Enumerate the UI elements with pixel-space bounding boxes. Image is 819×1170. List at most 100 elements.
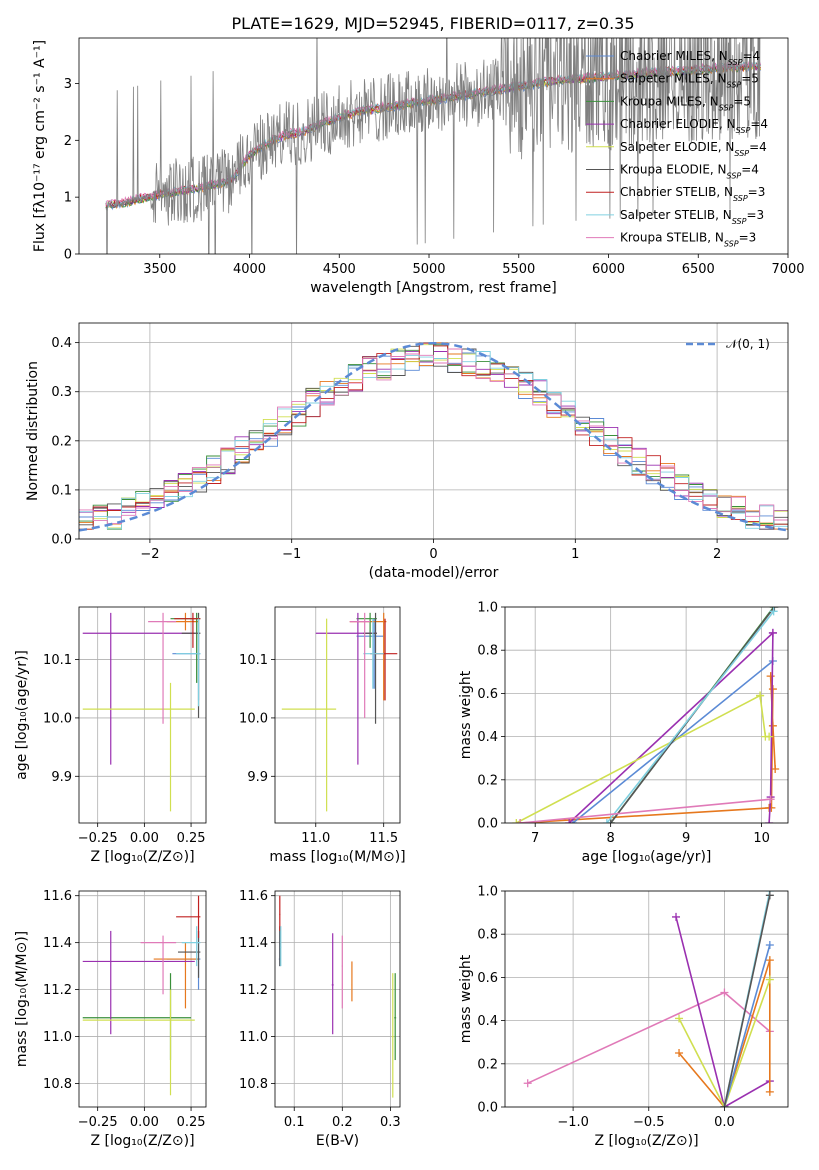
mass-weight-marker: [516, 819, 525, 823]
y-tick-label: 1.0: [477, 601, 498, 616]
legend-entry: Salpeter MILES, NSSP=5: [620, 72, 759, 90]
legend-text-part: =4: [741, 163, 759, 177]
y-tick-label: 11.2: [43, 983, 72, 998]
legend-text-part: Salpeter STELIB, N: [620, 208, 732, 222]
legend-entry: Chabrier MILES, NSSP=4: [620, 49, 760, 67]
mass-weight-marker: [770, 607, 779, 611]
mass-weight-marker: [606, 819, 615, 823]
x-tick-label: 0.25: [177, 831, 206, 846]
axes-frame: [78, 322, 789, 540]
x-tick-label: 0.3: [380, 1115, 401, 1130]
mass-weight-line: [568, 632, 774, 823]
y-tick-label: 9.9: [51, 770, 72, 785]
y-tick-label: 10.0: [239, 711, 268, 726]
mass-weight-marker: [602, 819, 611, 823]
x-tick-label: −0.5: [633, 1115, 665, 1130]
y-axis-label: mass weight: [458, 954, 474, 1043]
mass-weight-marker: [766, 795, 775, 804]
legend-entry: Salpeter STELIB, NSSP=3: [620, 208, 764, 226]
plot-area: [105, 38, 762, 254]
axes-frame: [78, 890, 207, 1108]
plot-area: [512, 607, 780, 823]
y-tick-label: 0.0: [477, 817, 498, 832]
legend-text-part: =3: [746, 208, 764, 222]
x-tick-label: 0.2: [332, 1115, 353, 1130]
legend-entry: Salpeter ELODIE, NSSP=4: [620, 140, 767, 158]
legend-text-part: =3: [748, 185, 766, 199]
x-tick-label: 2: [713, 547, 721, 562]
y-tick-label: 0.1: [51, 483, 72, 498]
panel-age-vs-mass: 11.0 11.5 9.9 10.0 10.1 mass [log₁₀(M/M⊙)]: [239, 606, 406, 865]
chart-title: PLATE=1629, MJD=52945, FIBERID=0117, z=0…: [231, 14, 634, 33]
mass-weight-marker: [765, 1087, 774, 1096]
x-tick-label: 5500: [502, 262, 535, 277]
legend-subscript: SSP: [734, 148, 749, 157]
panel-age-vs-Z: −0.25 0.00 0.25 9.9 10.0 10.1 Z [log₁₀(Z/Z⊙)] a…: [14, 606, 207, 865]
legend-entry: Chabrier STELIB, NSSP=3: [620, 185, 765, 203]
legend-subscript: SSP: [733, 194, 748, 203]
y-tick-label: 0.4: [477, 1014, 498, 1029]
legend-text-part: Chabrier MILES, N: [620, 49, 728, 63]
legend-subscript: SSP: [719, 103, 734, 112]
axes-frame: [274, 890, 401, 1108]
legend-subscript: SSP: [727, 171, 742, 180]
mass-weight-line: [678, 959, 771, 1107]
mass-weight-line: [520, 807, 770, 823]
y-tick-label: 0.2: [477, 773, 498, 788]
y-axis-label: Normed distribution: [25, 361, 41, 501]
x-tick-label: 1: [571, 547, 579, 562]
y-tick-label: 0.0: [477, 1101, 498, 1116]
normal-curve: [79, 341, 788, 532]
y-tick-label: 9.9: [247, 770, 268, 785]
mass-weight-marker: [672, 912, 681, 921]
mass-weight-marker: [765, 819, 774, 823]
x-tick-label: 0.00: [130, 1115, 159, 1130]
mass-weight-marker: [675, 1014, 684, 1023]
mass-weight-line: [678, 979, 771, 1107]
mass-weight-marker: [768, 721, 777, 730]
panel-mass-vs-EBV: 0.1 0.2 0.3 10.8 11.0 11.2 11.4 11.6 E(B-V): [239, 889, 401, 1149]
mass-weight-marker: [512, 819, 521, 823]
legend-subscript: SSP: [736, 126, 751, 135]
panel-spectrum: 3500 4000 4500 5000 5500 6000 6500 7000 0 1 2 3 wave…: [32, 37, 805, 296]
y-axis-label: mass weight: [458, 670, 474, 759]
x-tick-label: −0.25: [78, 1115, 118, 1130]
legend-entry: Chabrier ELODIE, NSSP=4: [620, 117, 768, 135]
mass-weight-marker: [771, 765, 780, 773]
y-tick-label: 11.2: [239, 983, 268, 998]
x-tick-label: 11.5: [369, 831, 398, 846]
legend-text-part: Salpeter MILES, N: [620, 72, 727, 86]
mass-weight-line: [723, 895, 771, 1107]
y-tick-label: 0.0: [51, 533, 72, 548]
y-tick-label: 10.8: [43, 1077, 72, 1092]
y-tick-label: 0.8: [477, 928, 498, 943]
x-tick-label: −0.25: [78, 831, 118, 846]
y-tick-label: 0.8: [477, 644, 498, 659]
y-tick-label: 3: [64, 77, 72, 92]
legend: 𝒩(0, 1): [686, 337, 770, 351]
legend-text-part: Salpeter ELODIE, N: [620, 140, 734, 154]
x-axis-label: Z [log₁₀(Z/Z⊙)]: [594, 1133, 698, 1149]
x-axis-label: age [log₁₀(age/yr)]: [582, 849, 712, 865]
mass-weight-marker: [765, 941, 774, 949]
plot-area: [82, 612, 201, 812]
mass-weight-marker: [768, 628, 777, 637]
plot-area: [281, 612, 398, 812]
y-tick-label: 0.6: [477, 971, 498, 986]
x-tick-label: 0.0: [714, 1115, 735, 1130]
axes-frame: [78, 606, 207, 824]
y-tick-label: 2: [64, 134, 72, 149]
mass-weight-marker: [765, 956, 774, 965]
x-tick-label: 0.00: [130, 831, 159, 846]
mass-weight-marker: [765, 891, 774, 900]
y-tick-label: 10.1: [43, 653, 72, 668]
x-tick-label: 11.0: [301, 831, 330, 846]
mass-weight-line: [520, 798, 771, 823]
mass-weight-line: [723, 944, 771, 1107]
residual-histogram: [79, 342, 788, 530]
mass-weight-marker: [720, 988, 729, 997]
x-tick-label: 0.25: [177, 1115, 206, 1130]
axes-frame: [504, 606, 789, 824]
panel-mass-vs-Z: −0.25 0.00 0.25 10.8 11.0 11.2 11.4 11.6 Z [log₁…: [14, 889, 207, 1149]
